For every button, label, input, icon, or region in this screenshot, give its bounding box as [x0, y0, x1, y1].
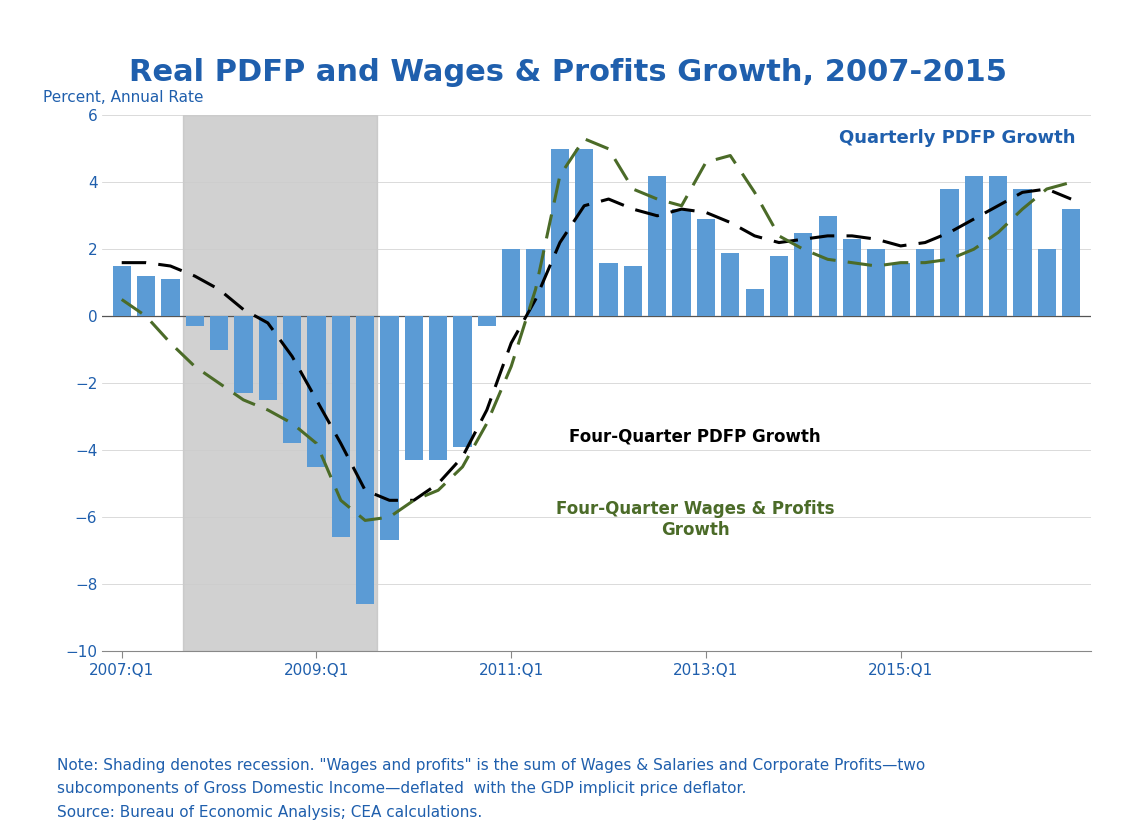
Bar	[1037, 250, 1055, 316]
Bar	[575, 149, 593, 316]
Bar	[137, 276, 156, 316]
Bar	[989, 176, 1008, 316]
Bar	[745, 289, 763, 316]
Bar	[112, 266, 131, 316]
Bar	[478, 316, 496, 326]
Bar	[673, 209, 691, 316]
Bar	[916, 250, 934, 316]
Bar	[600, 263, 618, 316]
Bar	[210, 316, 228, 349]
Bar	[283, 316, 301, 443]
Bar	[770, 256, 788, 316]
Bar	[259, 316, 277, 400]
Text: Four-Quarter Wages & Profits
Growth: Four-Quarter Wages & Profits Growth	[556, 500, 835, 539]
Bar	[1062, 209, 1080, 316]
Bar	[843, 239, 861, 316]
Bar	[502, 250, 520, 316]
Bar	[332, 316, 350, 537]
Bar	[1013, 189, 1031, 316]
Bar	[429, 316, 448, 460]
Bar	[183, 115, 377, 651]
Bar	[892, 263, 910, 316]
Bar	[381, 316, 399, 541]
Bar	[404, 316, 423, 460]
Bar	[453, 316, 471, 447]
Bar	[308, 316, 326, 467]
Bar	[721, 253, 740, 316]
Bar	[941, 189, 959, 316]
Bar	[794, 232, 812, 316]
Text: Note: Shading denotes recession. "Wages and profits" is the sum of Wages & Salar: Note: Shading denotes recession. "Wages …	[57, 758, 925, 820]
Bar	[526, 250, 544, 316]
Bar	[649, 176, 667, 316]
Bar	[161, 279, 179, 316]
Bar	[234, 316, 252, 393]
Bar	[964, 176, 983, 316]
Text: Real PDFP and Wages & Profits Growth, 2007-2015: Real PDFP and Wages & Profits Growth, 20…	[130, 58, 1006, 87]
Text: Quarterly PDFP Growth: Quarterly PDFP Growth	[840, 129, 1076, 147]
Bar	[356, 316, 374, 604]
Bar	[696, 219, 715, 316]
Bar	[624, 266, 642, 316]
Bar	[185, 316, 203, 326]
Text: Percent, Annual Rate: Percent, Annual Rate	[43, 90, 203, 105]
Text: Four-Quarter PDFP Growth: Four-Quarter PDFP Growth	[569, 428, 821, 446]
Bar	[819, 216, 837, 316]
Bar	[867, 250, 885, 316]
Bar	[551, 149, 569, 316]
